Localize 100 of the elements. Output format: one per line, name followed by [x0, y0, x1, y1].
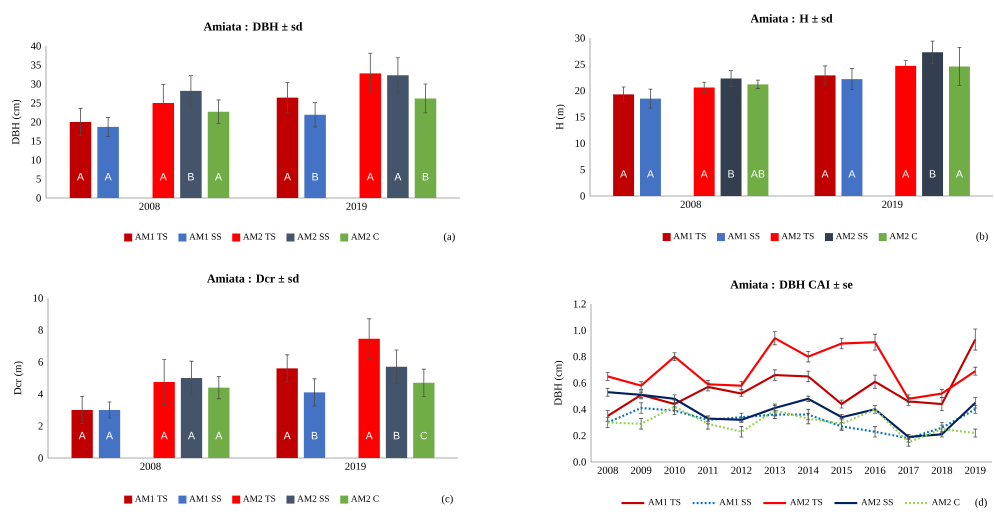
y-tick-label: 4	[38, 390, 44, 398]
y-tick-label: 35	[31, 61, 41, 69]
y-tick-label: 2	[38, 422, 43, 430]
y-tick-label: 10	[32, 156, 41, 164]
x-tick-label: 2008	[139, 202, 160, 210]
x-tick-label: 2011	[698, 466, 718, 474]
data-label: A	[215, 432, 222, 440]
data-label: A	[160, 432, 168, 440]
legend-label: AM2 TS	[790, 499, 822, 506]
legend-label: AM2 C	[889, 232, 918, 240]
data-label: A	[646, 170, 654, 178]
x-tick-label: 2018	[932, 466, 952, 474]
y-tick-label: 8	[38, 326, 43, 334]
data-label: A	[284, 173, 292, 180]
x-tick-label: 2015	[831, 466, 852, 474]
chart-title: Amiata : H ± sd	[750, 14, 833, 23]
data-label: A	[104, 173, 112, 180]
legend-label: AM1 TS	[648, 499, 680, 506]
legend-label: AM1 SS	[189, 233, 221, 240]
y-tick-label: 5	[580, 166, 585, 174]
data-label: A	[78, 432, 86, 440]
legend-label: AM1 TS	[134, 233, 168, 240]
y-tick-label: 15	[576, 113, 585, 121]
data-label: A	[160, 173, 167, 180]
x-tick-label: 2008	[598, 466, 618, 474]
x-tick-label: 2010	[664, 466, 685, 474]
legend-label: AM2 C	[932, 499, 960, 506]
x-tick-label: 2012	[731, 466, 752, 474]
legend-label: AM2 TS	[242, 233, 276, 240]
chart-title: Amiata : Dcr ± sd	[207, 274, 299, 283]
text: (a)	[444, 232, 455, 242]
data-label: A	[700, 170, 708, 178]
y-axis-title: H (m)	[556, 104, 566, 130]
x-tick-label: 2013	[764, 466, 786, 474]
chart-title: Amiata : DBH CAI ± se	[730, 280, 852, 289]
legend-label: AM2 SS	[861, 499, 893, 506]
y-tick-label: 10	[576, 140, 585, 147]
data-label: A	[366, 432, 373, 440]
data-label: B	[728, 170, 734, 178]
y-tick-label: 0.2	[573, 432, 586, 440]
y-tick-label: 0	[36, 194, 41, 202]
text: (c)	[442, 494, 453, 504]
data-label: B	[422, 173, 428, 180]
x-tick-label: 2009	[630, 466, 652, 474]
y-axis-title: DBH (cm)	[554, 360, 564, 406]
x-tick-label: 2014	[798, 466, 819, 474]
data-label: A	[106, 432, 114, 440]
data-label: B	[312, 173, 318, 180]
data-label: A	[214, 173, 222, 180]
y-tick-label: 0.4	[573, 406, 586, 413]
x-tick-label: 2019	[345, 462, 366, 470]
data-label: A	[848, 170, 856, 178]
y-tick-label: 40	[30, 42, 41, 50]
data-label: A	[902, 170, 910, 178]
y-tick-label: 0.6	[573, 379, 586, 387]
legend-label: AM2 C	[350, 233, 379, 240]
y-tick-label: 30	[575, 34, 585, 42]
y-axis-title: DBH (cm)	[12, 100, 22, 144]
text: (d)	[975, 498, 987, 508]
data-label: A	[284, 432, 291, 440]
data-label: A	[394, 173, 402, 180]
y-tick-label: 10	[34, 294, 43, 302]
y-tick-label: 20	[575, 87, 585, 94]
y-tick-label: 20	[31, 118, 41, 126]
data-label: B	[312, 432, 318, 440]
y-tick-label: 1.2	[574, 300, 586, 308]
y-tick-label: 30	[31, 80, 41, 88]
data-label: A	[620, 170, 628, 178]
data-label: C	[420, 432, 428, 440]
x-tick-label: 2016	[864, 466, 886, 474]
data-label: A	[822, 170, 829, 178]
data-label: AB	[750, 170, 764, 178]
y-axis-title: Dcr (m)	[14, 361, 24, 395]
y-tick-label: 1.0	[574, 326, 586, 334]
y-tick-label: 5	[36, 175, 41, 183]
x-tick-label: 2019	[346, 202, 367, 210]
data-label: A	[76, 173, 84, 180]
legend-label: AM1 SS	[728, 232, 760, 240]
y-tick-label: 15	[32, 137, 41, 145]
text: (b)	[976, 232, 988, 242]
legend-label: AM2 TS	[781, 232, 814, 240]
data-label: B	[394, 432, 400, 440]
y-tick-label: 0	[38, 454, 43, 462]
data-label: B	[188, 173, 194, 180]
y-tick-label: 0	[580, 192, 585, 200]
legend-label: AM1 SS	[189, 496, 221, 502]
y-tick-label: 25	[575, 60, 585, 68]
x-tick-label: 2019	[965, 466, 986, 474]
data-label: B	[930, 170, 936, 178]
legend-label: AM2 TS	[242, 496, 276, 502]
legend-label: AM1 TS	[673, 232, 706, 240]
y-tick-label: 25	[31, 99, 41, 107]
legend-label: AM2 SS	[297, 233, 329, 240]
x-tick-label: 2008	[140, 462, 161, 470]
y-tick-label: 0.8	[573, 353, 586, 360]
legend-label: AM2 SS	[836, 232, 868, 240]
y-tick-label: 6	[38, 358, 43, 366]
y-tick-label: 0.0	[573, 458, 586, 466]
legend-label: AM2 SS	[297, 496, 329, 502]
data-label: A	[188, 432, 196, 440]
